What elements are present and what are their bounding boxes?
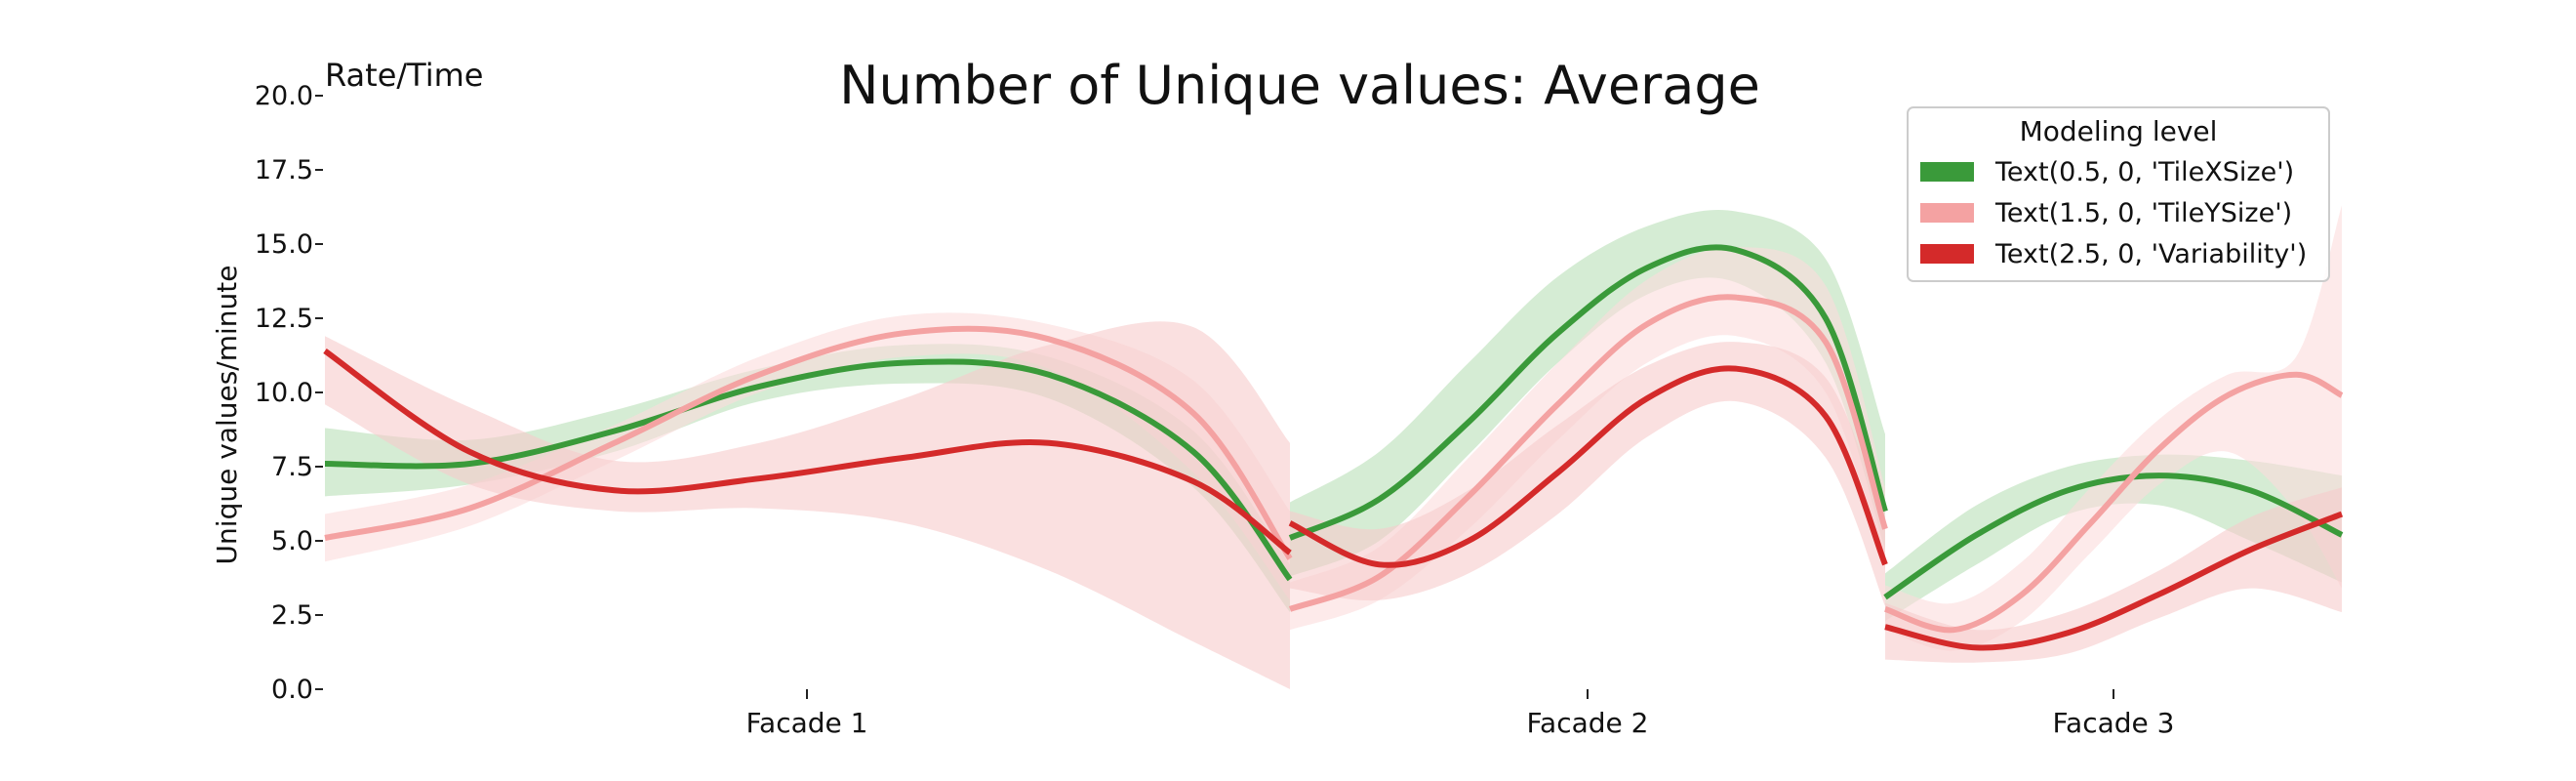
legend-label-tileysize: Text(1.5, 0, 'TileYSize') — [1994, 198, 2292, 228]
x-tick-label-facade-3: Facade 3 — [2053, 707, 2175, 739]
y-tick-label: 7.5 — [271, 452, 313, 482]
line-tileysize-facade-2 — [1288, 294, 1888, 612]
line-variability-facade-1 — [323, 348, 1292, 555]
line-tilexsize-facade-3 — [1883, 473, 2344, 600]
line-tilexsize-facade-2 — [1288, 244, 1888, 541]
x-axis: Facade 1 Facade 2 Facade 3 — [746, 689, 2175, 739]
band-tileysize-facade-3 — [1885, 205, 2342, 651]
corner-label: Rate/Time — [325, 57, 483, 94]
x-tick-label-facade-2: Facade 2 — [1527, 707, 1649, 739]
y-axis-label: Unique values/minute — [211, 266, 243, 565]
legend-label-variability: Text(2.5, 0, 'Variability') — [1994, 239, 2307, 269]
series-lines — [323, 244, 2344, 651]
confidence-bands — [325, 205, 2342, 689]
band-variability-facade-2 — [1290, 342, 1885, 606]
band-variability-facade-1 — [325, 321, 1290, 689]
y-tick-label: 17.5 — [255, 155, 313, 185]
y-axis: 0.0 2.5 5.0 7.5 10.0 12.5 15.0 17.5 20.0 — [255, 81, 323, 705]
band-variability-facade-3 — [1885, 487, 2342, 663]
y-tick-label: 12.5 — [255, 304, 313, 334]
legend-label-tilexsize: Text(0.5, 0, 'TileXSize') — [1994, 157, 2294, 187]
legend-frame — [1907, 106, 2330, 282]
legend-swatch-tileysize — [1920, 203, 1974, 223]
y-tick-label: 10.0 — [255, 378, 313, 408]
x-tick-label-facade-1: Facade 1 — [746, 707, 868, 739]
legend-swatch-tilexsize — [1920, 162, 1974, 182]
legend-swatch-variability — [1920, 244, 1974, 264]
line-variability-facade-3 — [1884, 511, 2344, 651]
band-tilexsize-facade-2 — [1290, 209, 1885, 577]
band-tilexsize-facade-3 — [1885, 454, 2342, 622]
y-tick-label: 15.0 — [255, 229, 313, 260]
y-tick-label: 5.0 — [271, 526, 313, 556]
line-variability-facade-2 — [1288, 365, 1888, 568]
y-tick-label: 0.0 — [271, 675, 313, 705]
line-tileysize-facade-1 — [324, 325, 1293, 560]
y-tick-label: 20.0 — [255, 81, 313, 111]
legend-title: Modeling level — [2020, 115, 2218, 147]
band-tileysize-facade-1 — [325, 312, 1290, 600]
legend: Modeling level Text(0.5, 0, 'TileXSize')… — [1907, 106, 2330, 282]
chart-title: Number of Unique values: Average — [839, 55, 1760, 116]
y-tick-label: 2.5 — [271, 600, 313, 631]
line-tileysize-facade-3 — [1883, 371, 2344, 634]
